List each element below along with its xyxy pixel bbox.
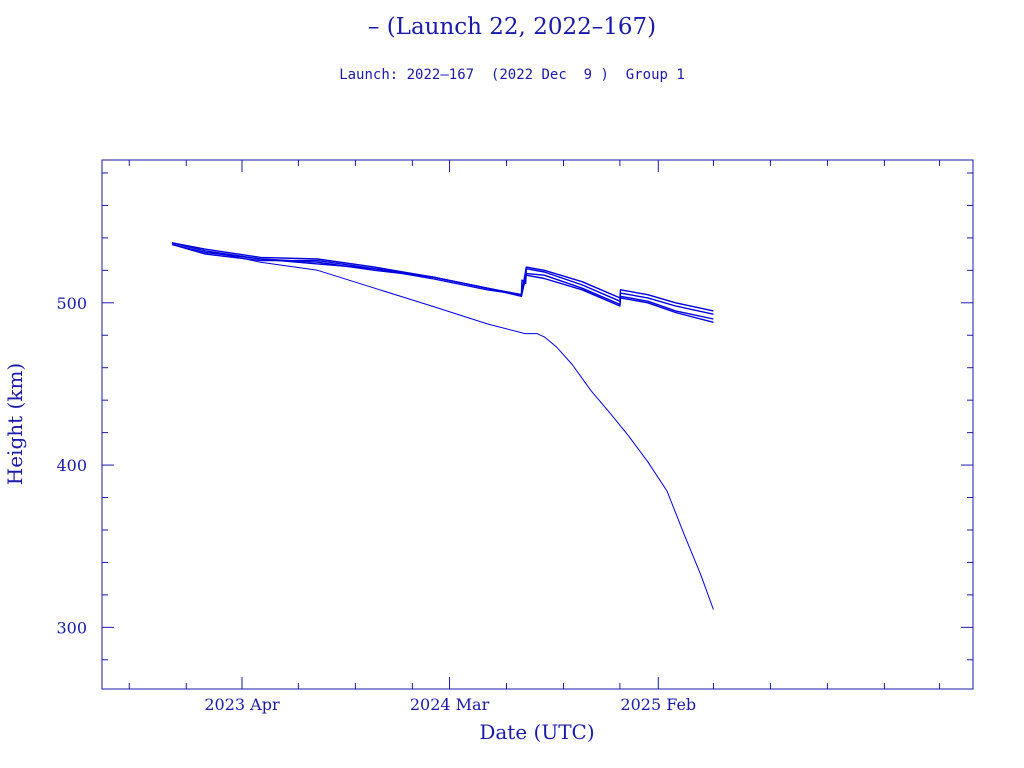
series-line-1 [171,242,714,610]
x-tick-label: 2024 Mar [410,695,490,714]
y-tick-label: 300 [56,618,87,637]
plot-frame [101,159,974,690]
y-axis-label: Height (km) [3,363,27,485]
series-line-4 [171,242,714,312]
y-tick-label: 400 [56,456,87,475]
chart-subtitle: Launch: 2022–167 (2022 Dec 9 ) Group 1 [339,67,685,83]
series-line-3 [171,243,714,320]
chart-title: – (Launch 22, 2022–167) [367,14,657,40]
x-axis-label: Date (UTC) [479,720,594,744]
ticks: 300 400 500 2023 Apr 2024 Mar 2025 Feb [56,160,973,714]
x-tick-label: 2023 Apr [204,695,280,714]
y-tick-label: 500 [56,294,87,313]
series-line-5 [171,243,714,323]
series-group [171,242,714,610]
x-tick-label: 2025 Feb [620,695,696,714]
